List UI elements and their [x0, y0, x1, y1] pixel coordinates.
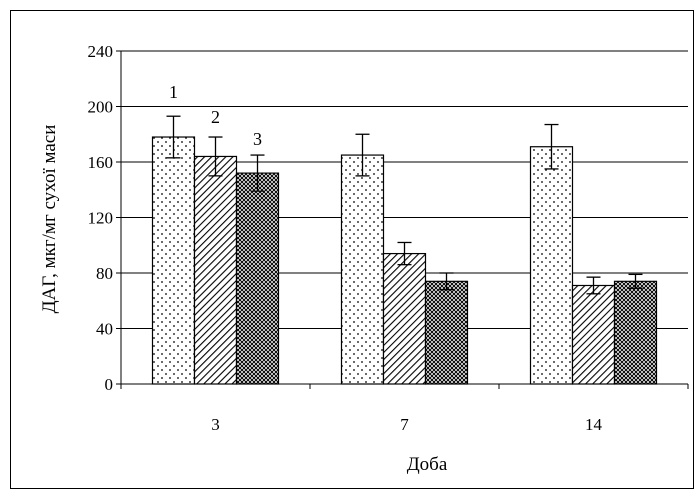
x-axis-label: Доба: [407, 454, 448, 475]
y-tick-label: 40: [96, 320, 113, 339]
bar: [613, 280, 658, 385]
x-tick-label: 7: [400, 415, 409, 434]
series-labels: 1 2 3: [169, 82, 262, 149]
error-bars: [166, 115, 643, 295]
bar: [151, 136, 196, 385]
bar: [193, 155, 238, 385]
y-tick-label: 240: [88, 42, 114, 61]
y-axis-ticks: 0 40 80 120 160 200 240: [88, 42, 121, 394]
y-axis-label: ДАГ, мкг/мг сухої маси: [39, 125, 60, 314]
series-label: 3: [253, 129, 262, 149]
bar: [235, 172, 280, 385]
bar: [529, 146, 574, 385]
bar: [382, 252, 427, 385]
series-label: 2: [211, 107, 220, 127]
bar: [424, 280, 469, 385]
x-tick-label: 3: [211, 415, 220, 434]
x-tick-label: 14: [585, 415, 603, 434]
y-tick-label: 160: [88, 153, 114, 172]
bar: [340, 154, 385, 385]
series-label: 1: [169, 82, 178, 102]
bars: [151, 136, 658, 385]
x-axis-ticks: 3 7 14: [120, 384, 689, 434]
y-tick-label: 120: [88, 209, 114, 228]
y-tick-label: 200: [88, 98, 114, 117]
y-tick-label: 80: [96, 264, 113, 283]
y-tick-label: 0: [105, 375, 114, 394]
bar: [571, 284, 616, 385]
